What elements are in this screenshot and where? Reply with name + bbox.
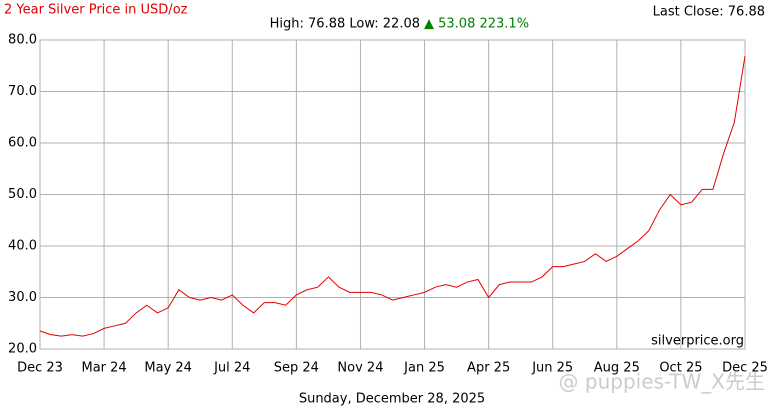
y-tick-label: 30.0 [8, 290, 37, 305]
x-tick-label: Apr 25 [467, 361, 510, 376]
change: ▲ 53.08 223.1% [424, 17, 529, 32]
date: Sunday, December 28, 2025 [299, 392, 485, 407]
x-tick-label: Jun 25 [531, 361, 573, 376]
x-tick-label: May 24 [144, 361, 192, 376]
last-close: Last Close: 76.88 [653, 5, 765, 20]
price-line [39, 55, 746, 337]
y-tick-label: 60.0 [8, 136, 37, 151]
y-tick-label: 70.0 [8, 84, 37, 99]
x-tick-label: Dec 25 [722, 361, 768, 376]
y-tick-label: 40.0 [8, 239, 37, 254]
chart-title: 2 Year Silver Price in USD/oz [4, 3, 188, 18]
x-tick-label: Oct 25 [659, 361, 702, 376]
x-tick-label: Dec 23 [17, 361, 63, 376]
y-tick-label: 20.0 [8, 342, 37, 357]
x-tick-label: Mar 24 [81, 361, 126, 376]
y-tick-label: 80.0 [8, 33, 37, 48]
x-tick-label: Jan 25 [403, 361, 445, 376]
source: silverprice.org [651, 334, 744, 349]
x-tick-label: Sep 24 [274, 361, 319, 376]
y-tick-label: 50.0 [8, 187, 37, 202]
x-tick-label: Aug 25 [594, 361, 640, 376]
x-tick-label: Nov 24 [337, 361, 383, 376]
watermark: @ puppies-TW_X先生 [559, 370, 765, 394]
x-tick-label: Jul 24 [213, 361, 250, 376]
plot-frame [39, 39, 746, 350]
summary: High: 76.88 Low: 22.08 [270, 17, 420, 32]
